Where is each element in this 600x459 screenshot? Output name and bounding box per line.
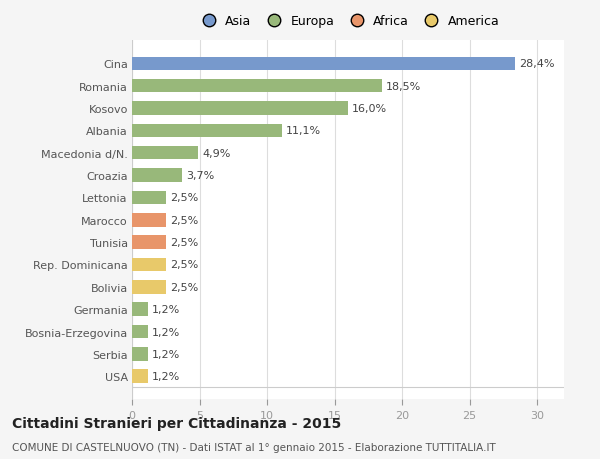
- Text: 1,2%: 1,2%: [152, 327, 181, 337]
- Text: Cittadini Stranieri per Cittadinanza - 2015: Cittadini Stranieri per Cittadinanza - 2…: [12, 416, 341, 430]
- Text: 3,7%: 3,7%: [186, 171, 214, 181]
- Bar: [132, 124, 282, 138]
- Bar: [132, 57, 515, 71]
- Text: 2,5%: 2,5%: [170, 260, 198, 270]
- Bar: [132, 147, 198, 160]
- Bar: [132, 369, 148, 383]
- Text: 4,9%: 4,9%: [202, 148, 230, 158]
- Bar: [132, 303, 148, 316]
- Text: 18,5%: 18,5%: [386, 82, 421, 91]
- Bar: [132, 80, 382, 93]
- Bar: [132, 280, 166, 294]
- Bar: [132, 102, 348, 116]
- Legend: Asia, Europa, Africa, America: Asia, Europa, Africa, America: [197, 15, 499, 28]
- Text: 2,5%: 2,5%: [170, 282, 198, 292]
- Text: 1,2%: 1,2%: [152, 304, 181, 314]
- Text: 2,5%: 2,5%: [170, 215, 198, 225]
- Text: 1,2%: 1,2%: [152, 349, 181, 359]
- Text: 2,5%: 2,5%: [170, 238, 198, 247]
- Bar: [132, 258, 166, 272]
- Bar: [132, 347, 148, 361]
- Text: 28,4%: 28,4%: [520, 59, 555, 69]
- Bar: [132, 213, 166, 227]
- Bar: [132, 169, 182, 182]
- Text: 11,1%: 11,1%: [286, 126, 321, 136]
- Text: 1,2%: 1,2%: [152, 371, 181, 381]
- Text: 2,5%: 2,5%: [170, 193, 198, 203]
- Text: COMUNE DI CASTELNUOVO (TN) - Dati ISTAT al 1° gennaio 2015 - Elaborazione TUTTIT: COMUNE DI CASTELNUOVO (TN) - Dati ISTAT …: [12, 442, 496, 452]
- Bar: [132, 191, 166, 205]
- Bar: [132, 325, 148, 338]
- Text: 16,0%: 16,0%: [352, 104, 387, 114]
- Bar: [132, 236, 166, 249]
